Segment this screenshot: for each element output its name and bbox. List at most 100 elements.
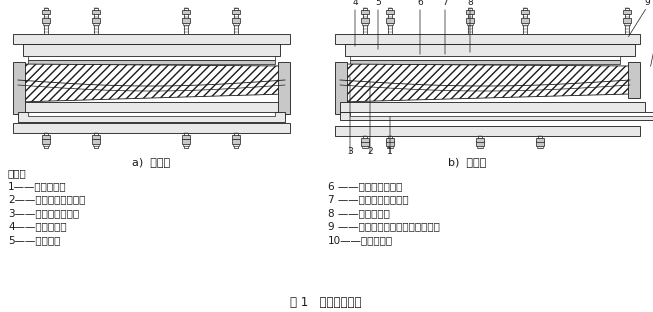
Text: 1: 1	[387, 147, 393, 156]
Bar	[42, 10, 50, 14]
Bar	[182, 135, 190, 139]
Bar	[340, 112, 653, 120]
Bar	[537, 146, 543, 148]
Bar	[183, 144, 189, 146]
Bar	[388, 136, 392, 148]
Text: 9 ——锚栓（螺栓、套筒和螺杆）；: 9 ——锚栓（螺栓、套筒和螺杆）；	[328, 222, 440, 232]
Bar	[466, 10, 473, 14]
Text: 2: 2	[367, 147, 373, 156]
Bar	[363, 136, 367, 148]
Bar	[234, 8, 238, 34]
Bar	[335, 62, 347, 114]
Bar	[478, 136, 482, 148]
Bar	[387, 10, 394, 14]
Bar	[18, 112, 285, 122]
Bar	[521, 10, 529, 14]
Bar	[23, 44, 280, 56]
Text: 说明：: 说明：	[8, 168, 27, 178]
Bar	[13, 34, 290, 44]
Text: 图 1   多向活动支座: 图 1 多向活动支座	[290, 296, 362, 309]
Bar	[42, 18, 50, 23]
Bar	[232, 139, 240, 144]
Bar	[468, 8, 472, 34]
Bar	[387, 138, 394, 142]
Bar	[467, 23, 473, 25]
Bar	[350, 56, 620, 60]
Bar	[13, 123, 290, 133]
Bar	[387, 141, 394, 146]
Text: 5——密封环；: 5——密封环；	[8, 235, 60, 245]
Bar	[476, 141, 484, 146]
Text: 6 ——平面不锈钢板；: 6 ——平面不锈钢板；	[328, 181, 402, 191]
Bar	[625, 8, 629, 34]
Bar	[388, 8, 392, 34]
Bar	[476, 138, 484, 142]
Bar	[44, 133, 48, 148]
Bar	[183, 23, 189, 25]
Bar	[363, 8, 367, 34]
Text: 5: 5	[375, 0, 381, 7]
Bar	[184, 133, 188, 148]
Text: 8: 8	[467, 0, 473, 7]
Bar	[182, 18, 190, 23]
Bar	[28, 56, 275, 60]
Bar	[92, 135, 100, 139]
Bar	[362, 23, 368, 25]
Text: 1——下支座板；: 1——下支座板；	[8, 181, 67, 191]
Bar	[18, 102, 285, 112]
Bar	[94, 133, 98, 148]
Bar	[536, 141, 544, 146]
Bar	[93, 144, 99, 146]
Bar	[350, 60, 620, 64]
Bar	[335, 34, 640, 44]
Bar	[233, 144, 239, 146]
Bar	[44, 8, 48, 34]
Bar	[523, 8, 527, 34]
Text: 10——防尘围板。: 10——防尘围板。	[328, 235, 393, 245]
Bar	[13, 62, 25, 114]
Text: 8 ——球冠衬板；: 8 ——球冠衬板；	[328, 208, 390, 218]
Bar	[361, 138, 369, 142]
Polygon shape	[340, 64, 630, 102]
Text: 6: 6	[417, 0, 423, 7]
Bar	[28, 60, 275, 64]
Bar	[623, 10, 631, 14]
Bar	[92, 10, 100, 14]
Bar	[278, 62, 290, 114]
Text: 2——球面非金属滑板；: 2——球面非金属滑板；	[8, 194, 86, 204]
Bar	[362, 146, 368, 148]
Bar	[234, 133, 238, 148]
Bar	[340, 102, 645, 112]
Bar	[466, 18, 473, 23]
Bar	[628, 62, 640, 98]
Text: 7 ——平面非金属滑板；: 7 ——平面非金属滑板；	[328, 194, 409, 204]
Bar	[182, 10, 190, 14]
Text: 4: 4	[352, 0, 358, 7]
Bar	[350, 112, 653, 116]
Bar	[92, 139, 100, 144]
Text: 4——上支座板；: 4——上支座板；	[8, 222, 67, 232]
Bar	[536, 138, 544, 142]
Bar	[522, 23, 528, 25]
Bar	[538, 136, 542, 148]
Bar	[42, 139, 50, 144]
Bar	[93, 23, 99, 25]
Bar	[92, 18, 100, 23]
Bar	[28, 112, 275, 116]
Text: 3: 3	[347, 147, 353, 156]
Bar	[387, 18, 394, 23]
Bar	[624, 23, 630, 25]
Text: 7: 7	[442, 0, 448, 7]
Bar	[521, 18, 529, 23]
Bar	[361, 141, 369, 146]
Bar	[43, 144, 49, 146]
Bar	[232, 135, 240, 139]
Bar	[477, 146, 483, 148]
Bar	[232, 10, 240, 14]
Polygon shape	[18, 64, 285, 102]
Bar	[232, 18, 240, 23]
Text: a)  纵桥向: a) 纵桥向	[132, 157, 170, 167]
Text: 3——球面不锈钢板；: 3——球面不锈钢板；	[8, 208, 79, 218]
Text: 9: 9	[644, 0, 650, 7]
Text: b)  横桥向: b) 横桥向	[448, 157, 486, 167]
